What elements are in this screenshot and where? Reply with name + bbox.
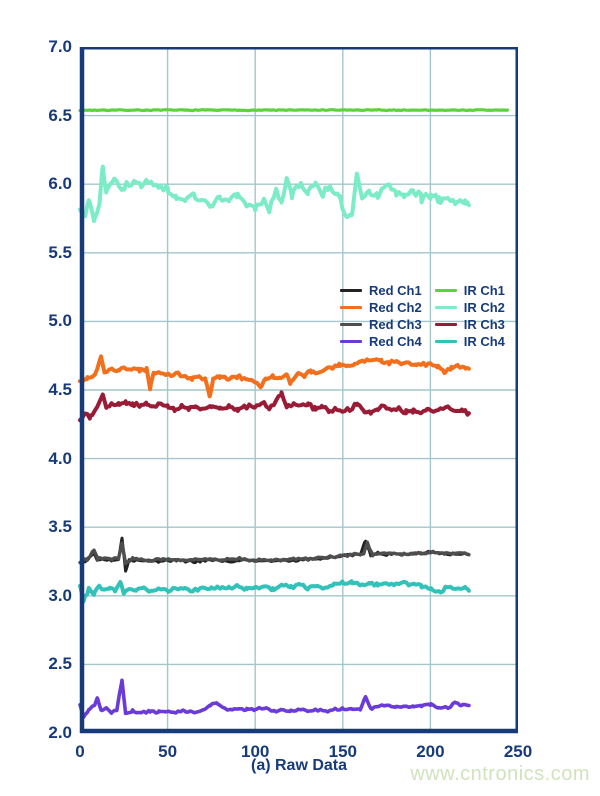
legend-item-red-ch2: Red Ch2 <box>340 299 422 315</box>
legend-label: Red Ch2 <box>369 299 422 315</box>
series-line-red-ch3 <box>78 540 471 566</box>
x-tick-label: 100 <box>241 742 270 761</box>
y-tick-label: 3.5 <box>48 517 72 537</box>
series-line-red-ch4 <box>78 678 471 720</box>
legend-item-red-ch3: Red Ch3 <box>340 316 422 332</box>
x-tick-label: 250 <box>503 742 533 761</box>
legend-swatch-icon <box>340 339 362 343</box>
y-tick-label: 2.5 <box>48 654 72 674</box>
legend-swatch-icon <box>340 305 362 309</box>
x-tick-label: 200 <box>416 742 445 761</box>
legend-label: Red Ch1 <box>369 282 422 298</box>
y-tick-label: 6.5 <box>48 105 72 125</box>
legend-item-ir-ch3: IR Ch3 <box>434 316 505 332</box>
y-tick-label: 5.0 <box>48 311 72 331</box>
legend-item-ir-ch1: IR Ch1 <box>434 282 505 298</box>
series-line-ir-ch4 <box>78 579 471 604</box>
chart-caption: (a) Raw Data <box>250 757 348 774</box>
legend-label: IR Ch1 <box>463 282 505 298</box>
y-tick-label: 4.5 <box>48 380 72 399</box>
x-tick-label: 50 <box>158 742 178 761</box>
series-line-ir-ch3 <box>78 390 471 423</box>
legend-swatch-icon <box>434 288 457 292</box>
y-tick-label: 3.0 <box>48 585 72 605</box>
series-line-red-ch2 <box>78 354 471 399</box>
legend-item-red-ch4: Red Ch4 <box>340 333 422 349</box>
y-tick-label: 4.0 <box>48 448 72 468</box>
legend-label: Red Ch3 <box>369 316 422 332</box>
legend-item-red-ch1: Red Ch1 <box>340 282 422 298</box>
y-tick-label: 6.0 <box>48 174 72 194</box>
plot-svg <box>78 47 518 734</box>
legend-item-ir-ch4: IR Ch4 <box>434 333 505 349</box>
legend-item-ir-ch2: IR Ch2 <box>434 299 505 315</box>
legend-label: IR Ch3 <box>463 316 505 332</box>
legend: Red Ch1 Red Ch2 Red Ch3 Red Ch4 IR Ch1 IR Ch2… <box>340 282 505 349</box>
y-tick-label: 5.5 <box>48 242 72 262</box>
legend-swatch-icon <box>340 288 362 292</box>
series-line-ir-ch1 <box>78 107 510 113</box>
x-tick-label: 150 <box>328 742 357 761</box>
legend-swatch-icon <box>434 322 457 326</box>
series-line-ir-ch2 <box>78 164 471 223</box>
legend-swatch-icon <box>434 305 457 309</box>
x-tick-label: 0 <box>75 742 85 761</box>
legend-column: Red Ch1 Red Ch2 Red Ch3 Red Ch4 <box>340 282 422 349</box>
y-tick-label: 7.0 <box>48 37 72 56</box>
watermark: www.cntronics.com <box>410 763 590 785</box>
legend-swatch-icon <box>340 322 362 326</box>
y-tick-label: 2.0 <box>48 723 72 742</box>
legend-swatch-icon <box>434 339 457 343</box>
legend-label: IR Ch4 <box>463 333 505 349</box>
legend-column: IR Ch1 IR Ch2 IR Ch3 IR Ch4 <box>434 282 505 349</box>
legend-label: Red Ch4 <box>369 333 422 349</box>
legend-label: IR Ch2 <box>463 299 505 315</box>
